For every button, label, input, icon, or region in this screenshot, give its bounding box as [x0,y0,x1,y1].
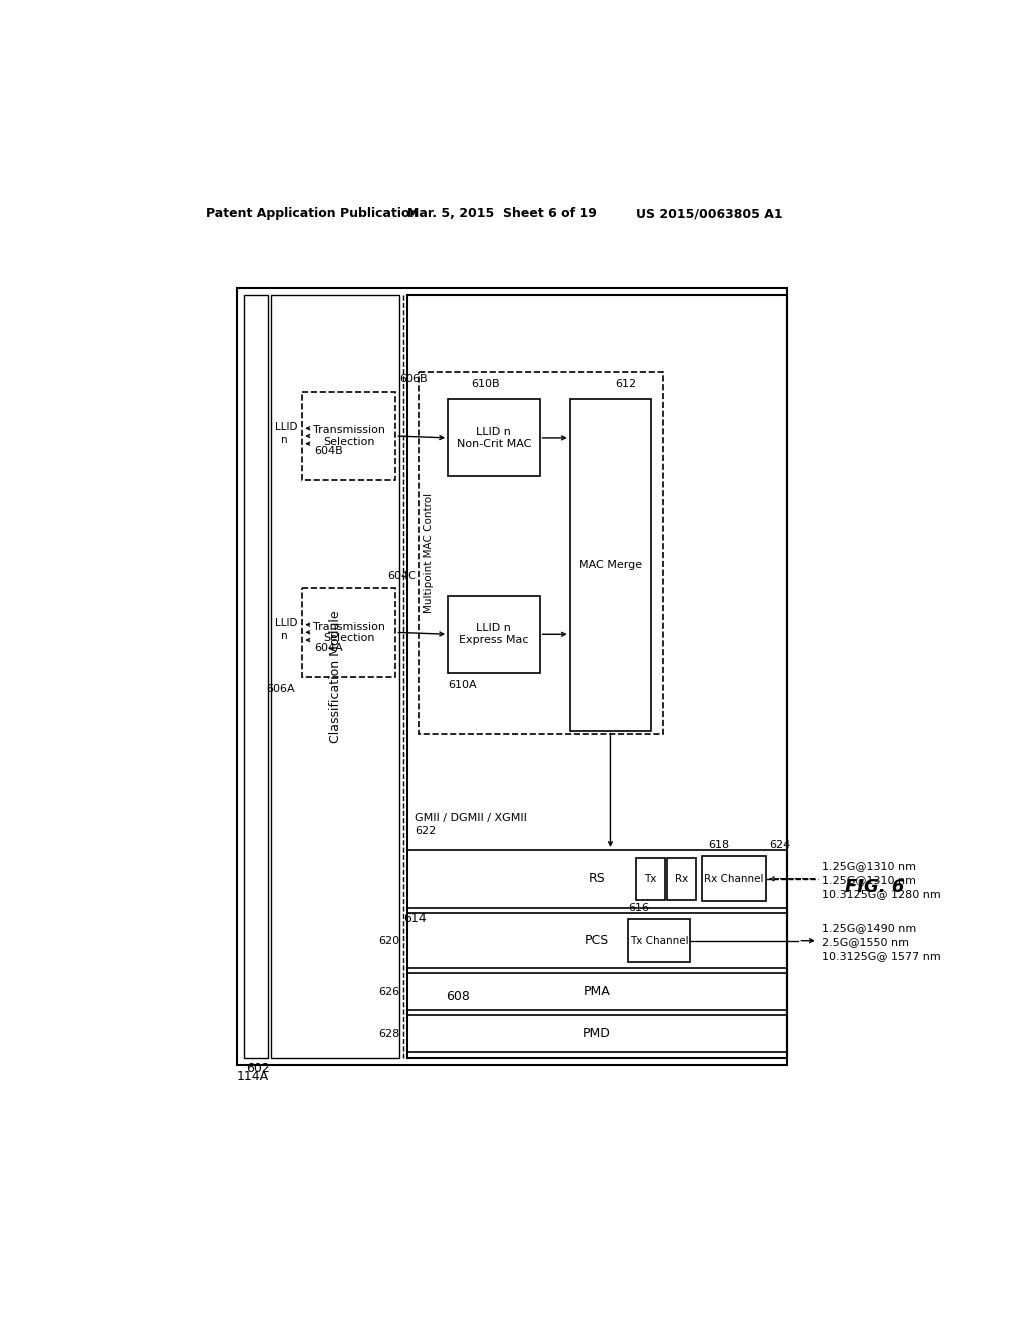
Text: Tx Channel: Tx Channel [630,936,688,945]
Text: Patent Application Publication: Patent Application Publication [206,207,418,220]
Bar [237,288,786,1065]
Text: LLID: LLID [275,422,298,432]
Text: n: n [281,434,288,445]
Text: LLID n
Non-Crit MAC: LLID n Non-Crit MAC [457,428,531,449]
Bar [407,973,786,1010]
Text: 626: 626 [378,986,399,997]
Text: GMII / DGMII / XGMII: GMII / DGMII / XGMII [415,813,526,822]
Text: Multipoint MAC Control: Multipoint MAC Control [425,494,434,614]
Text: 604C: 604C [388,570,417,581]
Bar [245,296,267,1057]
Text: 608: 608 [445,990,470,1003]
Text: PCS: PCS [585,935,609,948]
Text: LLID n
Express Mac: LLID n Express Mac [459,623,528,645]
Text: 616: 616 [628,903,649,913]
Text: 610A: 610A [449,680,477,690]
Text: 606B: 606B [399,375,428,384]
Text: 628: 628 [378,1028,399,1039]
Text: 612: 612 [615,379,637,389]
Text: 1.25G@1310 nm: 1.25G@1310 nm [821,862,915,871]
Text: RS: RS [589,873,605,886]
Text: Transmission
Selection: Transmission Selection [313,622,385,643]
Text: Classification Module: Classification Module [329,610,342,743]
Bar [419,372,663,734]
Text: Tx: Tx [644,874,656,883]
Text: 604A: 604A [314,643,343,652]
Text: 620: 620 [378,936,399,945]
Text: PMA: PMA [584,985,610,998]
Bar [407,296,786,1057]
Text: Rx Channel: Rx Channel [705,874,764,883]
Bar [407,913,786,969]
Text: 10.3125G@ 1577 nm: 10.3125G@ 1577 nm [821,952,940,961]
Text: 1.25G@1310 nm: 1.25G@1310 nm [821,875,915,886]
Text: 2.5G@1550 nm: 2.5G@1550 nm [821,937,908,948]
Bar [449,400,540,477]
Text: n: n [281,631,288,642]
Text: Rx: Rx [675,874,688,883]
Bar [628,919,690,962]
Text: 606A: 606A [266,684,295,694]
Bar [449,595,540,673]
Bar [667,858,696,900]
Bar [636,858,665,900]
Text: US 2015/0063805 A1: US 2015/0063805 A1 [636,207,782,220]
Text: 618: 618 [708,841,729,850]
Text: 602: 602 [246,1063,269,1074]
Text: 604B: 604B [314,446,343,457]
Bar [569,400,651,730]
Bar [407,850,786,908]
Text: 610B: 610B [471,379,500,389]
Text: Transmission
Selection: Transmission Selection [313,425,385,446]
Bar [702,855,766,902]
Bar [407,1015,786,1052]
Text: LLID: LLID [275,618,298,628]
Text: 1.25G@1490 nm: 1.25G@1490 nm [821,924,915,933]
Text: 10.3125G@ 1280 nm: 10.3125G@ 1280 nm [821,890,940,899]
Text: Mar. 5, 2015  Sheet 6 of 19: Mar. 5, 2015 Sheet 6 of 19 [407,207,597,220]
Text: MAC Merge: MAC Merge [579,560,642,570]
Text: 622: 622 [415,826,436,837]
Text: PMD: PMD [583,1027,610,1040]
Bar [271,296,399,1057]
Bar [302,392,395,480]
Bar [302,589,395,677]
Text: 624: 624 [770,841,791,850]
Text: 614: 614 [403,912,427,925]
Text: 114A: 114A [237,1069,268,1082]
Text: FIG. 6: FIG. 6 [845,878,904,896]
